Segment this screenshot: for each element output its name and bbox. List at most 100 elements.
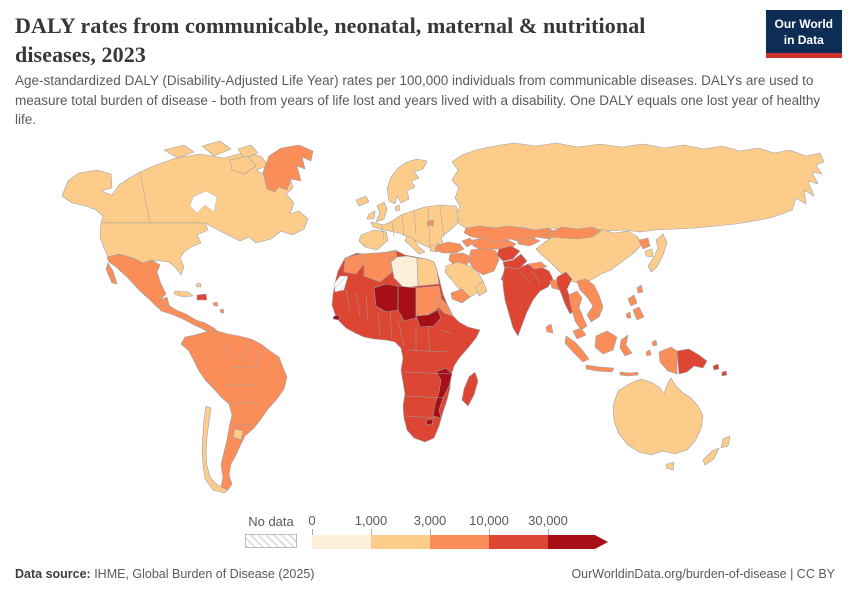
map-region-sri-lanka[interactable] [545,323,554,334]
map-region-oman[interactable] [475,280,488,297]
map-region-iberia[interactable] [358,229,389,251]
legend-bin-3000-10000[interactable] [430,535,489,549]
hudson-bay [189,190,218,214]
map-region-central-america[interactable] [157,303,218,335]
map-region-sumatra[interactable] [564,335,590,363]
legend-tick-label-3000: 3,000 [413,513,447,528]
map-region-solomon[interactable] [712,363,720,371]
map-region-egypt[interactable] [416,257,440,287]
map-region-arctic-island[interactable] [237,144,259,159]
owid-url-link[interactable]: OurWorldinData.org/burden-of-disease | C… [571,567,835,581]
map-region-yemen[interactable] [450,288,471,304]
map-region-morocco[interactable] [343,253,365,275]
map-region-philippines[interactable] [625,311,632,319]
map-region-maluku[interactable] [651,339,658,347]
page-title: DALY rates from communicable, neonatal, … [15,13,646,68]
map-region-mozambique[interactable] [432,367,453,419]
legend-bin-10000-30000[interactable] [489,535,548,549]
map-region-thailand[interactable] [568,290,588,331]
map-region-australia[interactable] [612,377,704,456]
internal-borders [139,171,541,427]
map-region-borneo[interactable] [594,330,618,355]
map-region-laos-vietnam[interactable] [576,278,604,323]
legend-bin-0-1000[interactable] [312,535,371,549]
legend-tick [371,529,372,535]
map-region-philippines[interactable] [627,294,638,307]
map-region-cuba[interactable] [173,290,194,298]
map-region-chile[interactable] [201,405,229,494]
map-region-iran[interactable] [467,247,500,276]
map-region-india[interactable] [502,263,554,337]
map-region-uk[interactable] [375,201,388,223]
map-region-russia[interactable] [451,142,825,233]
owid-logo-line2: in Data [783,32,824,47]
legend-bin-1000-3000[interactable] [371,535,430,549]
map-region-arctic-island[interactable] [201,140,232,157]
map-region-mexico[interactable] [106,253,170,309]
map-region-solomon[interactable] [721,370,728,377]
legend-no-data-label: No data [248,514,294,529]
data-source-note: Data source: IHME, Global Burden of Dise… [15,567,314,581]
map-region-nepal[interactable] [527,261,548,270]
map-region-ireland[interactable] [366,210,376,220]
map-region-hispaniola[interactable] [196,293,208,301]
map-region-moldova[interactable] [426,219,435,227]
map-region-europe-mainland[interactable] [370,204,460,252]
map-region-japan[interactable] [647,233,668,273]
map-region-mongolia[interactable] [547,226,602,240]
legend-bin-30000-plus[interactable] [548,535,608,549]
map-region-baja[interactable] [105,262,118,285]
map-region-west-papua[interactable] [658,346,678,375]
map-region-afghanistan[interactable] [496,245,521,262]
map-region-uruguay[interactable] [232,428,244,441]
map-region-caucasus[interactable] [461,237,475,248]
map-region-south-sudan[interactable] [415,309,442,328]
legend-no-data-swatch[interactable] [245,534,297,548]
map-region-madagascar[interactable] [461,371,479,407]
map-region-caribbean[interactable] [219,308,225,314]
map-region-sulawesi[interactable] [619,334,633,357]
map-region-south-korea[interactable] [644,248,654,258]
map-region-guinea-bissau[interactable] [332,314,341,321]
map-region-iceland[interactable] [355,195,370,207]
map-region-philippines[interactable] [632,306,645,321]
map-region-greenland[interactable] [262,144,314,193]
map-region-italy[interactable] [404,235,426,255]
owid-logo[interactable]: Our World in Data [765,10,842,59]
legend-color-bar [312,535,608,549]
chart-subtitle: Age-standardized DALY (Disability-Adjust… [15,73,821,128]
map-region-scandinavia[interactable] [386,158,428,205]
map-region-lesotho[interactable] [425,418,434,426]
map-region-western-sahara[interactable] [333,275,349,293]
map-region-java[interactable] [585,364,615,373]
map-region-arctic-island[interactable] [163,144,195,159]
map-region-kyrgyz-tajik[interactable] [517,236,541,247]
map-region-tasmania[interactable] [665,461,675,471]
legend-tick [548,529,549,535]
map-region-png[interactable] [676,348,708,375]
map-region-bahamas[interactable] [195,282,202,288]
map-region-lesser-sunda[interactable] [619,371,639,377]
legend-tick-label-30000: 30,000 [528,513,568,528]
data-source-label: Data source: [15,567,91,581]
map-region-turkey[interactable] [434,241,465,254]
legend-tick-label-1000: 1,000 [354,513,388,528]
map-region-maluku[interactable] [645,349,652,357]
legend-tick-label-0: 0 [308,513,316,528]
legend-tick-label-10000: 10,000 [469,513,509,528]
map-region-caribbean[interactable] [212,301,219,307]
map-region-denmark[interactable] [394,204,401,212]
map-region-malaysia[interactable] [572,327,587,340]
map-region-chad[interactable] [397,285,417,322]
map-region-nz[interactable] [720,435,731,449]
map-region-north-korea[interactable] [638,237,651,250]
map-region-nz[interactable] [702,447,720,466]
map-region-baffin[interactable] [229,155,257,175]
map-region-south-america[interactable] [180,330,288,491]
data-source-text: IHME, Global Burden of Disease (2025) [90,567,315,581]
map-region-eritrea-djibouti[interactable] [437,295,454,317]
legend-tick [430,529,431,535]
map-region-taiwan[interactable] [636,284,644,294]
